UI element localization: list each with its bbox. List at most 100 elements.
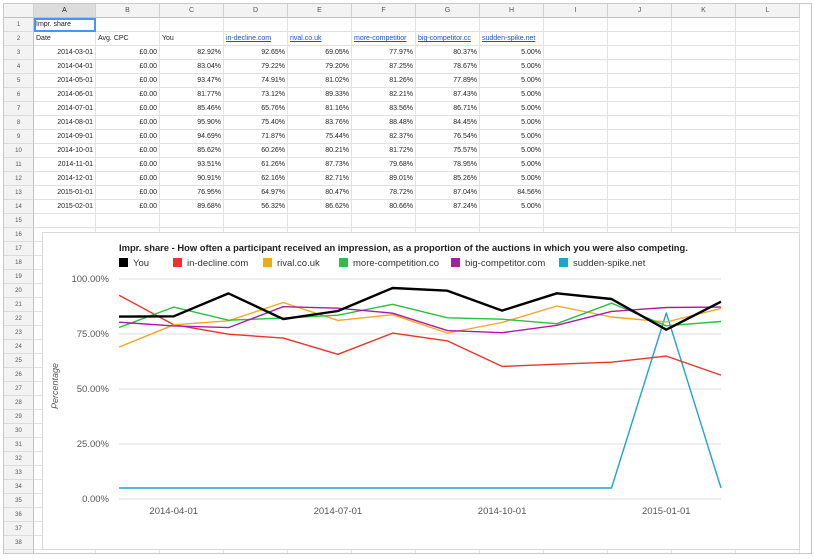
cell-b5[interactable]: £0.00	[96, 74, 160, 88]
cell-f13[interactable]: 78.72%	[352, 186, 416, 200]
column-header-g[interactable]: G	[416, 4, 480, 18]
cell-g3[interactable]: 80.37%	[416, 46, 480, 60]
cell-c5[interactable]: 93.47%	[160, 74, 224, 88]
cell-i11[interactable]	[544, 158, 608, 172]
row-number[interactable]: 37	[4, 522, 34, 536]
cell-c4[interactable]: 83.04%	[160, 60, 224, 74]
row-number[interactable]: 20	[4, 284, 34, 298]
cell-g8[interactable]: 84.45%	[416, 116, 480, 130]
row-number[interactable]: 33	[4, 466, 34, 480]
cell-l3[interactable]	[736, 46, 800, 60]
cell-a3[interactable]: 2014-03-01	[34, 46, 96, 60]
row-number[interactable]: 2	[4, 32, 34, 46]
column-header-c[interactable]: C	[160, 4, 224, 18]
cell-b1[interactable]	[96, 18, 160, 32]
row-number[interactable]: 1	[4, 18, 34, 32]
row-number[interactable]: 27	[4, 382, 34, 396]
cell-h12[interactable]: 5.00%	[480, 172, 544, 186]
cell-i10[interactable]	[544, 144, 608, 158]
cell-e8[interactable]: 83.76%	[288, 116, 352, 130]
cell-e6[interactable]: 89.33%	[288, 88, 352, 102]
column-header-h[interactable]: H	[480, 4, 544, 18]
cell-j7[interactable]	[608, 102, 672, 116]
cell-f11[interactable]: 79.68%	[352, 158, 416, 172]
cell-k12[interactable]	[672, 172, 736, 186]
row-number[interactable]: 7	[4, 102, 34, 116]
cell-b4[interactable]: £0.00	[96, 60, 160, 74]
cell-k2[interactable]	[672, 32, 736, 46]
cell-i14[interactable]	[544, 200, 608, 214]
cell-c10[interactable]: 85.62%	[160, 144, 224, 158]
cell-j9[interactable]	[608, 130, 672, 144]
cell-b7[interactable]: £0.00	[96, 102, 160, 116]
row-number[interactable]: 10	[4, 144, 34, 158]
row-number[interactable]: 25	[4, 354, 34, 368]
cell-f7[interactable]: 83.56%	[352, 102, 416, 116]
cell-l4[interactable]	[736, 60, 800, 74]
cell-b6[interactable]: £0.00	[96, 88, 160, 102]
cell-c15[interactable]	[160, 214, 224, 228]
cell-i4[interactable]	[544, 60, 608, 74]
cell-l7[interactable]	[736, 102, 800, 116]
series-line-sudden-spike-net[interactable]	[119, 312, 722, 489]
cell-c12[interactable]: 90.91%	[160, 172, 224, 186]
row-number[interactable]: 24	[4, 340, 34, 354]
column-header-e[interactable]: E	[288, 4, 352, 18]
cell-i39[interactable]	[544, 550, 608, 553]
cell-d9[interactable]: 71.87%	[224, 130, 288, 144]
cell-f9[interactable]: 82.37%	[352, 130, 416, 144]
column-header-i[interactable]: I	[544, 4, 608, 18]
cell-i8[interactable]	[544, 116, 608, 130]
row-number[interactable]: 19	[4, 270, 34, 284]
row-number[interactable]: 29	[4, 410, 34, 424]
row-number[interactable]: 22	[4, 312, 34, 326]
cell-b12[interactable]: £0.00	[96, 172, 160, 186]
cell-d8[interactable]: 75.40%	[224, 116, 288, 130]
cell-b14[interactable]: £0.00	[96, 200, 160, 214]
cell-d10[interactable]: 60.26%	[224, 144, 288, 158]
cell-j13[interactable]	[608, 186, 672, 200]
cell-d1[interactable]	[224, 18, 288, 32]
cell-j6[interactable]	[608, 88, 672, 102]
cell-a8[interactable]: 2014-08-01	[34, 116, 96, 130]
cell-j3[interactable]	[608, 46, 672, 60]
cell-h5[interactable]: 5.00%	[480, 74, 544, 88]
cell-d3[interactable]: 92.65%	[224, 46, 288, 60]
cell-i2[interactable]	[544, 32, 608, 46]
cell-c3[interactable]: 82.92%	[160, 46, 224, 60]
cell-f10[interactable]: 81.72%	[352, 144, 416, 158]
cell-h8[interactable]: 5.00%	[480, 116, 544, 130]
cell-i1[interactable]	[544, 18, 608, 32]
cell-g2[interactable]: big-competitor.cc	[416, 32, 480, 46]
column-header-d[interactable]: D	[224, 4, 288, 18]
cell-j12[interactable]	[608, 172, 672, 186]
row-number[interactable]: 17	[4, 242, 34, 256]
cell-g10[interactable]: 75.57%	[416, 144, 480, 158]
cell-j2[interactable]	[608, 32, 672, 46]
cell-i15[interactable]	[544, 214, 608, 228]
row-number[interactable]: 31	[4, 438, 34, 452]
cell-a14[interactable]: 2015-02-01	[34, 200, 96, 214]
cell-j14[interactable]	[608, 200, 672, 214]
cell-g4[interactable]: 78.67%	[416, 60, 480, 74]
cell-k6[interactable]	[672, 88, 736, 102]
cell-l12[interactable]	[736, 172, 800, 186]
cell-a13[interactable]: 2015-01-01	[34, 186, 96, 200]
cell-k1[interactable]	[672, 18, 736, 32]
cell-j11[interactable]	[608, 158, 672, 172]
cell-d6[interactable]: 73.12%	[224, 88, 288, 102]
series-line-in-decline-com[interactable]	[118, 294, 722, 376]
cell-e9[interactable]: 75.44%	[288, 130, 352, 144]
cell-c8[interactable]: 95.90%	[160, 116, 224, 130]
cell-d12[interactable]: 62.16%	[224, 172, 288, 186]
row-number[interactable]: 12	[4, 172, 34, 186]
cell-c1[interactable]	[160, 18, 224, 32]
row-number[interactable]: 4	[4, 60, 34, 74]
cell-k9[interactable]	[672, 130, 736, 144]
cell-h7[interactable]: 5.00%	[480, 102, 544, 116]
cell-g12[interactable]: 85.26%	[416, 172, 480, 186]
cell-i3[interactable]	[544, 46, 608, 60]
cell-j4[interactable]	[608, 60, 672, 74]
row-number[interactable]: 32	[4, 452, 34, 466]
cell-a10[interactable]: 2014-10-01	[34, 144, 96, 158]
